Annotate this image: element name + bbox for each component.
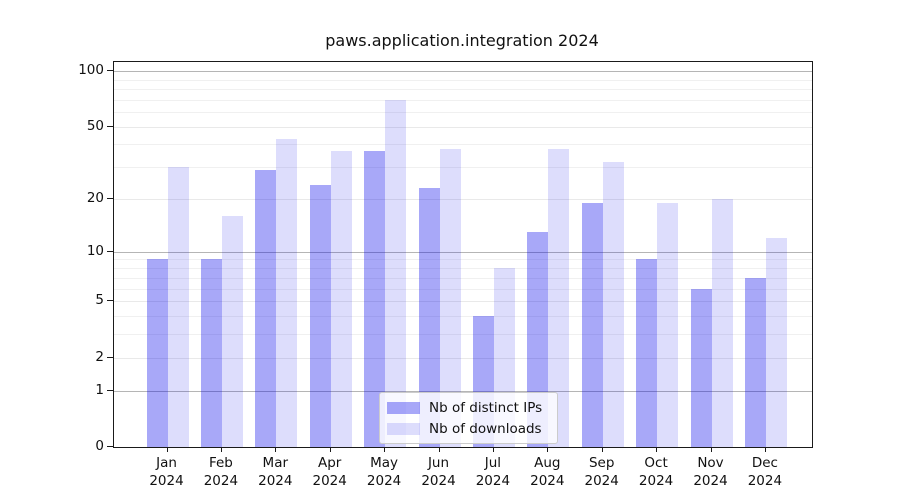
- gridline-20: [114, 199, 812, 200]
- y-tick-mark-5: [107, 300, 113, 301]
- minor-gridline-70: [114, 99, 812, 101]
- downloads-bar-mar: [276, 138, 298, 447]
- gridline-5: [114, 301, 812, 302]
- distinct-ips-bar-nov: [690, 288, 712, 447]
- distinct-ips-bar-may: [364, 150, 386, 447]
- x-tick-mark-nov: [710, 447, 712, 452]
- y-tick-mark-100: [107, 70, 113, 71]
- downloads-bar-nov: [711, 199, 733, 447]
- y-tick-label-20: 20: [86, 190, 104, 206]
- y-tick-label-0: 0: [95, 438, 104, 454]
- legend-label-distinct-ips: Nb of distinct IPs: [429, 399, 543, 416]
- distinct-ips-swatch-icon: [387, 401, 420, 414]
- minor-gridline-60: [114, 112, 812, 114]
- y-tick-label-10: 10: [86, 242, 104, 259]
- downloads-bar-may: [385, 99, 407, 447]
- chart-title: paws.application.integration 2024: [325, 31, 599, 50]
- distinct-ips-bar-jan: [146, 259, 168, 447]
- x-tick-mark-may: [384, 447, 386, 452]
- y-tick-mark-2: [107, 356, 113, 358]
- x-tick-label-oct: Oct 2024: [638, 455, 674, 489]
- y-tick-mark-50: [107, 125, 113, 127]
- downloads-bar-feb: [221, 216, 243, 447]
- y-tick-mark-0: [107, 446, 113, 447]
- downloads-bar-aug: [548, 148, 570, 447]
- legend-row-downloads: Nb of downloads: [387, 418, 550, 439]
- minor-gridline-40: [114, 144, 812, 146]
- minor-gridline-8: [114, 268, 812, 269]
- x-tick-label-dec: Dec 2024: [747, 455, 783, 489]
- downloads-bar-jun: [439, 148, 461, 447]
- distinct-ips-bar-sep: [581, 202, 603, 447]
- minor-gridline-4: [114, 315, 812, 317]
- y-tick-label-50: 50: [86, 117, 104, 134]
- y-tick-label-5: 5: [95, 292, 104, 308]
- x-tick-label-feb: Feb 2024: [203, 455, 239, 489]
- downloads-bar-oct: [657, 202, 679, 447]
- x-tick-mark-aug: [547, 447, 549, 452]
- distinct-ips-bar-apr: [309, 184, 331, 447]
- downloads-bar-apr: [330, 150, 352, 447]
- downloads-bar-jan: [167, 167, 189, 447]
- x-tick-label-jan: Jan 2024: [149, 455, 184, 489]
- gridline-1: [114, 390, 812, 392]
- x-tick-label-apr: Apr 2024: [312, 455, 347, 489]
- gridline-10: [114, 251, 812, 253]
- x-tick-label-nov: Nov 2024: [693, 455, 728, 489]
- x-tick-label-may: May 2024: [366, 455, 402, 489]
- y-tick-mark-10: [107, 250, 113, 252]
- legend: Nb of distinct IPs Nb of downloads: [379, 392, 558, 444]
- y-tick-label-1: 1: [95, 381, 104, 398]
- y-tick-label-2: 2: [95, 348, 104, 365]
- y-tick-mark-1: [107, 389, 113, 391]
- x-tick-mark-mar: [275, 447, 277, 452]
- x-tick-mark-oct: [656, 447, 658, 452]
- downloads-bar-sep: [602, 162, 624, 447]
- legend-label-downloads: Nb of downloads: [429, 420, 542, 437]
- plot-area: Nb of distinct IPs Nb of downloads: [113, 61, 813, 448]
- minor-gridline-90: [114, 79, 812, 81]
- distinct-ips-bar-feb: [200, 259, 222, 447]
- gridline-50: [114, 126, 812, 128]
- x-tick-mark-jun: [438, 447, 440, 452]
- x-tick-mark-dec: [764, 447, 766, 452]
- x-tick-mark-jul: [492, 447, 494, 452]
- y-tick-label-100: 100: [78, 62, 104, 78]
- x-tick-label-jun: Jun 2024: [421, 455, 456, 489]
- x-tick-mark-apr: [329, 447, 331, 452]
- gridline-100: [114, 71, 812, 72]
- x-tick-label-jul: Jul 2024: [475, 455, 511, 489]
- x-tick-mark-jan: [166, 447, 168, 452]
- downloads-swatch-icon: [387, 422, 420, 435]
- x-tick-label-sep: Sep 2024: [584, 455, 619, 489]
- minor-gridline-7: [114, 277, 812, 279]
- minor-gridline-9: [114, 259, 812, 261]
- distinct-ips-bar-dec: [744, 277, 766, 447]
- legend-row-distinct-ips: Nb of distinct IPs: [387, 397, 550, 418]
- distinct-ips-bar-jun: [418, 188, 440, 447]
- x-tick-label-mar: Mar 2024: [258, 455, 293, 489]
- downloads-bar-dec: [765, 238, 787, 447]
- x-tick-label-aug: Aug 2024: [530, 455, 565, 489]
- minor-gridline-30: [114, 167, 812, 169]
- minor-gridline-6: [114, 288, 812, 290]
- minor-gridline-3: [114, 334, 812, 336]
- gridline-2: [114, 357, 812, 359]
- x-tick-mark-feb: [220, 447, 222, 452]
- x-tick-mark-sep: [601, 447, 603, 452]
- distinct-ips-bar-oct: [636, 259, 658, 447]
- minor-gridline-80: [114, 89, 812, 90]
- y-tick-mark-20: [107, 198, 113, 199]
- distinct-ips-bar-mar: [255, 169, 277, 447]
